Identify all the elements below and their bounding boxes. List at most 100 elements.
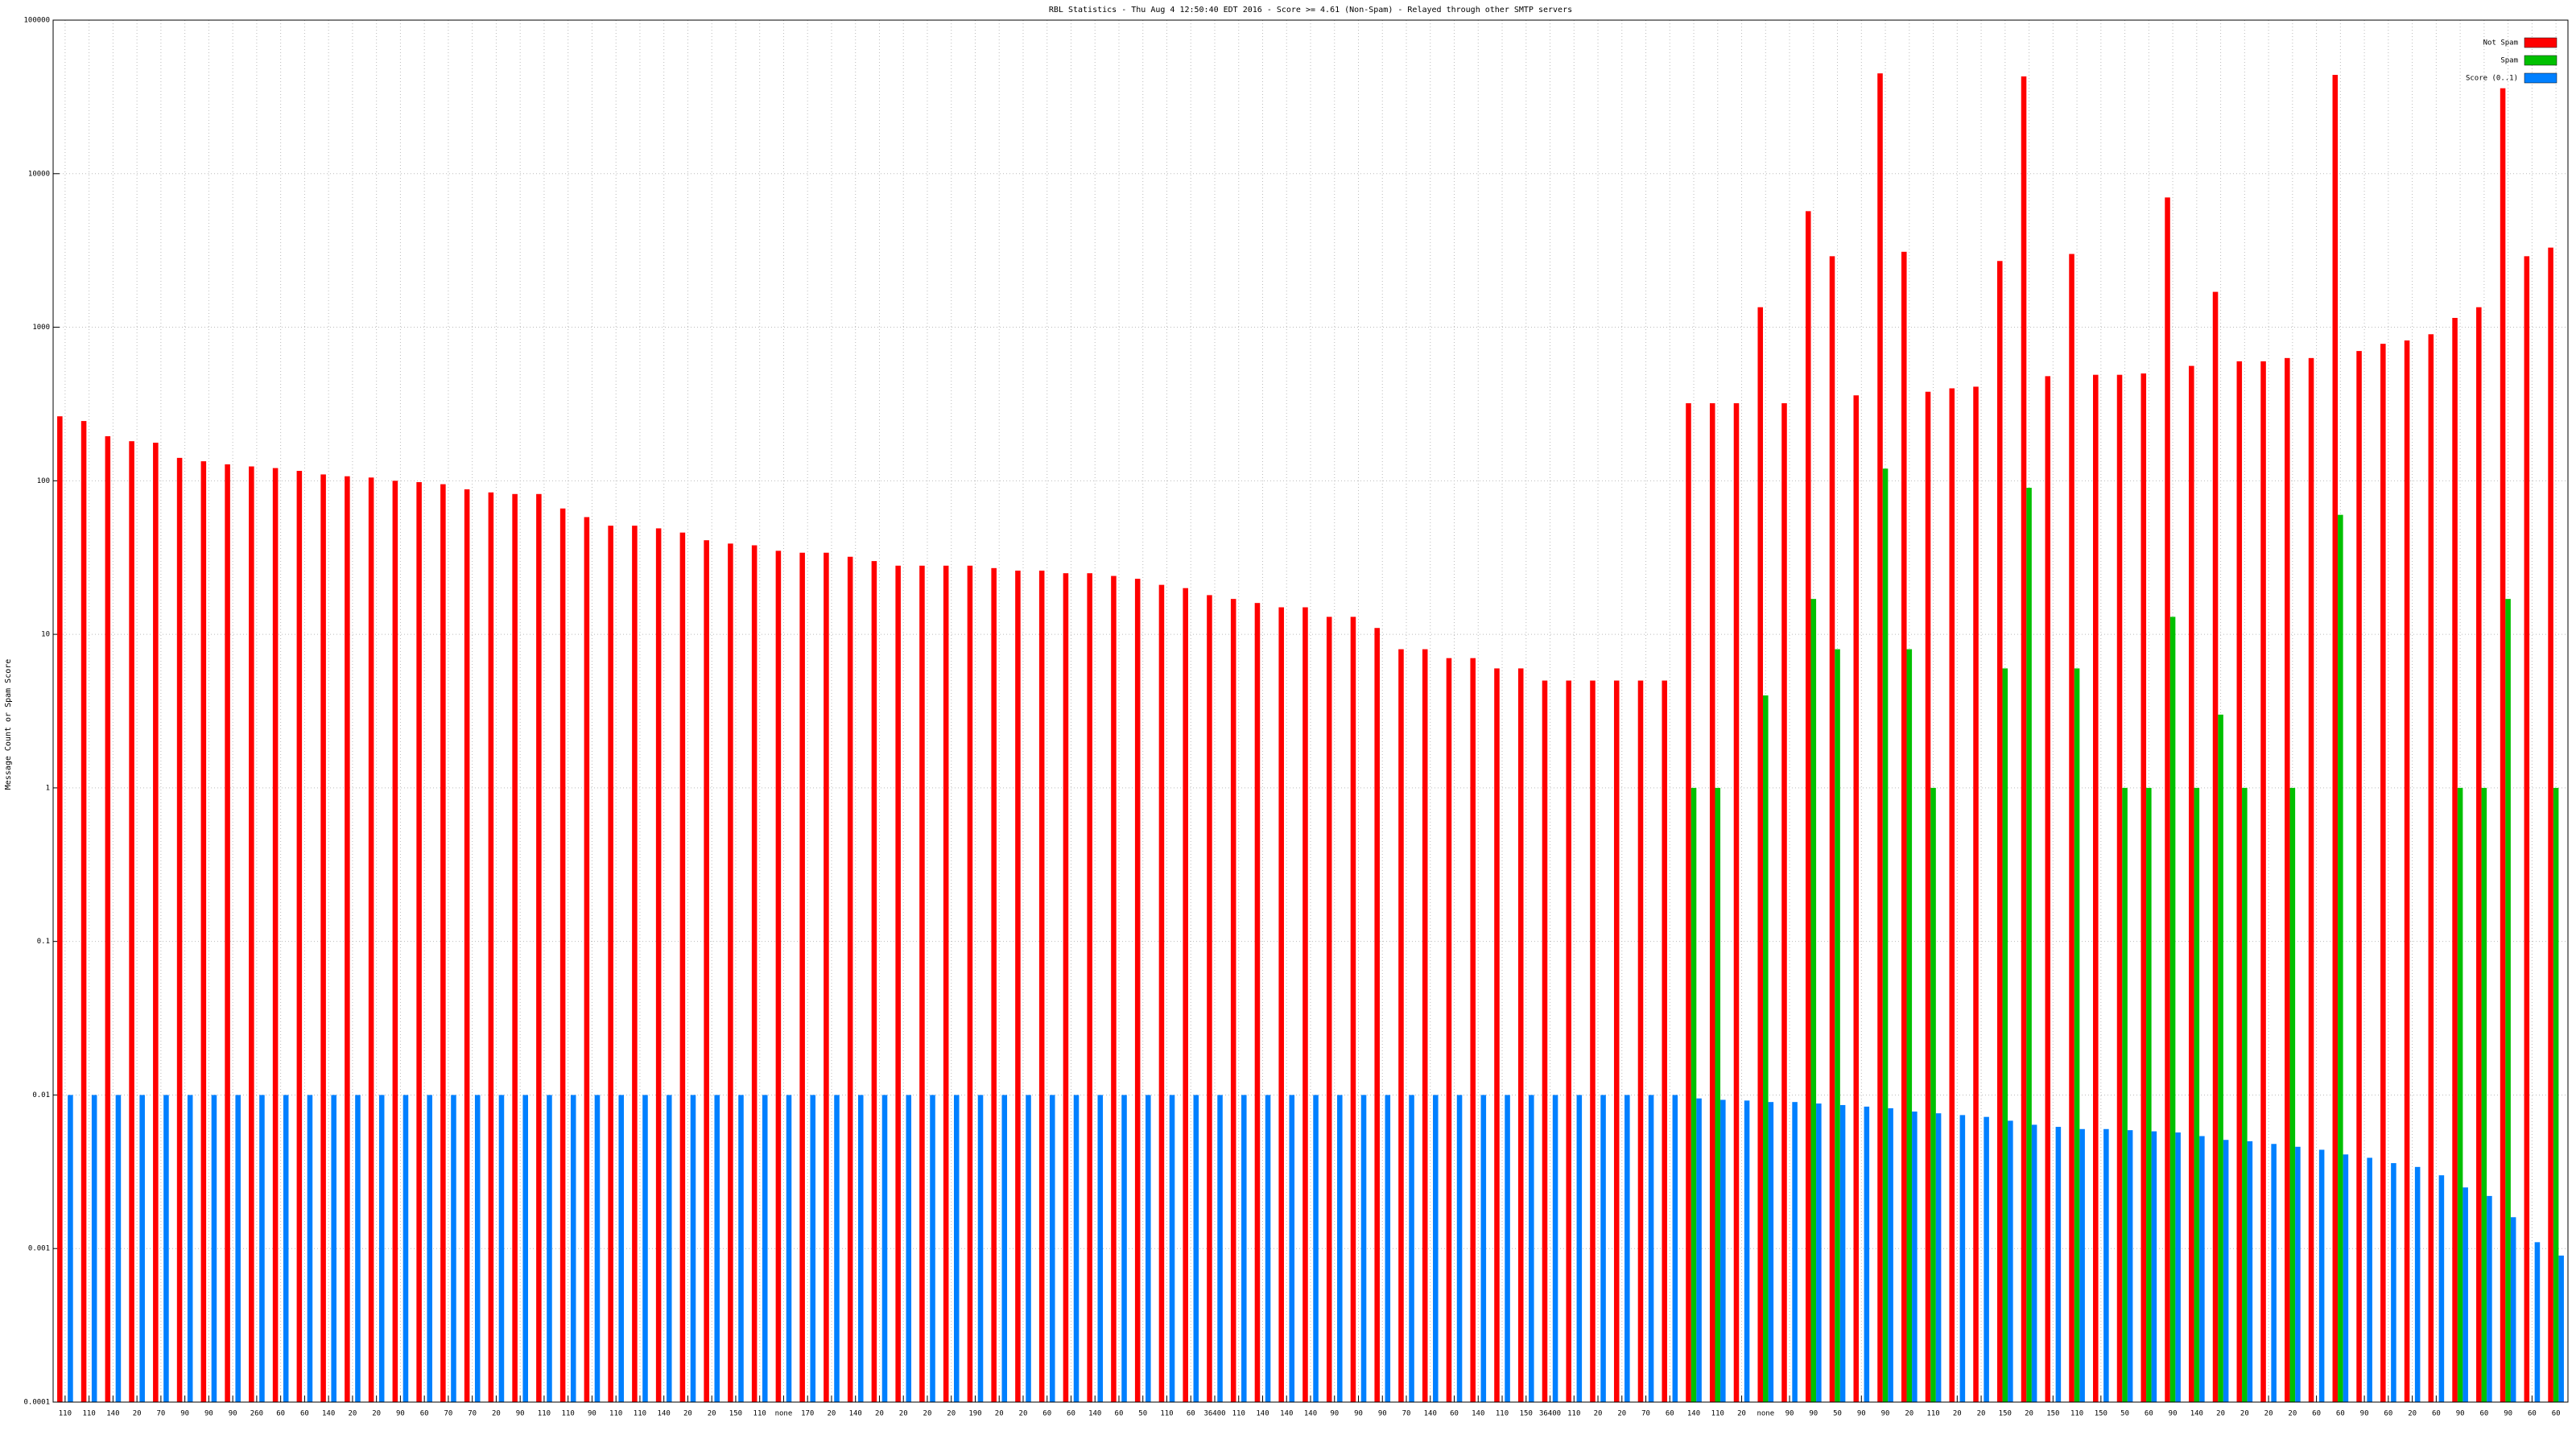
x-tick-label: 90 [1881, 1410, 1890, 1418]
bar [1792, 1102, 1798, 1402]
bar [2151, 1131, 2157, 1402]
bar [2548, 247, 2553, 1402]
bar [1158, 584, 1165, 1402]
bar [2026, 488, 2032, 1402]
bar [2074, 668, 2080, 1402]
x-tick-label: 90 [516, 1410, 525, 1418]
x-tick-label: 140 [1304, 1410, 1317, 1418]
bar [1935, 1113, 1942, 1402]
bar [2069, 254, 2074, 1402]
bar [1805, 211, 1811, 1402]
bar [584, 517, 590, 1402]
bar [187, 1095, 193, 1402]
x-tick-label: 90 [2504, 1410, 2512, 1418]
bar [1326, 617, 1332, 1402]
x-tick-label: 20 [2288, 1410, 2297, 1418]
bar [632, 526, 638, 1402]
x-tick-label: 90 [2360, 1410, 2369, 1418]
x-tick-label: 50 [1833, 1410, 1842, 1418]
bar [272, 468, 279, 1402]
bar [115, 1095, 122, 1402]
bar [283, 1095, 289, 1402]
bar [1613, 680, 1620, 1402]
y-tick-label: 0.001 [28, 1245, 50, 1253]
bar [953, 1095, 960, 1402]
bar [1906, 649, 1913, 1402]
legend-label: Spam [2500, 57, 2518, 65]
x-tick-label: none [775, 1410, 793, 1418]
bar [1073, 1095, 1080, 1402]
bar [2318, 1149, 2325, 1402]
bar [1959, 1115, 1966, 1402]
x-tick-label: 150 [2095, 1410, 2107, 1418]
x-tick-label: 20 [1019, 1410, 1028, 1418]
bar [1672, 1095, 1678, 1402]
x-tick-label: 170 [801, 1410, 814, 1418]
x-tick-label: 60 [1187, 1410, 1195, 1418]
bar [320, 474, 326, 1402]
bar [824, 552, 829, 1402]
bar [2332, 75, 2339, 1402]
x-tick-label: 140 [2190, 1410, 2203, 1418]
bar [1278, 607, 1284, 1402]
y-tick-label: 0.1 [37, 938, 50, 946]
bar [1385, 1095, 1391, 1402]
bar [2260, 361, 2266, 1402]
chart-title: RBL Statistics - Thu Aug 4 12:50:40 EDT … [1049, 6, 1572, 14]
bar [847, 556, 853, 1402]
bar [249, 466, 254, 1403]
bar [1901, 251, 1907, 1402]
plot-frame [52, 19, 2569, 1403]
bar [129, 441, 134, 1402]
bar [2189, 365, 2194, 1402]
bar [1839, 1104, 1846, 1402]
bar [1949, 388, 1955, 1403]
bar [1026, 1095, 1031, 1402]
x-tick-label: 20 [2216, 1410, 2225, 1418]
bar [977, 1095, 984, 1402]
bar [392, 481, 398, 1403]
bar [2140, 373, 2147, 1403]
bar [2175, 1132, 2181, 1402]
x-tick-label: 110 [1232, 1410, 1245, 1418]
bar [799, 552, 805, 1402]
x-tick-label: 20 [828, 1410, 836, 1418]
bar [690, 1095, 696, 1402]
bar [1733, 402, 1740, 1403]
x-tick-label: 20 [923, 1410, 932, 1418]
bar [1446, 658, 1452, 1402]
bar [1111, 575, 1117, 1403]
bar [153, 443, 159, 1402]
bar [1973, 386, 1979, 1403]
bar [1422, 649, 1428, 1402]
bar [2295, 1146, 2301, 1402]
bar [1470, 658, 1476, 1402]
bar [2457, 787, 2463, 1402]
bar [1637, 680, 1644, 1402]
bar [2289, 787, 2296, 1402]
bar [594, 1095, 601, 1402]
x-tick-label: 110 [1711, 1410, 1724, 1418]
bar [1337, 1095, 1343, 1402]
bar [1134, 579, 1141, 1402]
bar [871, 561, 877, 1403]
x-tick-label: 60 [276, 1410, 285, 1418]
bar [522, 1095, 528, 1402]
bar [2194, 787, 2200, 1402]
x-tick-label: 110 [634, 1410, 646, 1418]
bar [1781, 402, 1787, 1403]
bar [2021, 76, 2027, 1403]
x-tick-label: 60 [2552, 1410, 2561, 1418]
bar [1600, 1095, 1606, 1402]
bar [139, 1095, 145, 1402]
bar [1997, 261, 2003, 1402]
bar [2122, 787, 2128, 1402]
x-tick-label: 90 [204, 1410, 213, 1418]
bar [1696, 1098, 1702, 1402]
bar [1763, 695, 1769, 1402]
bar [427, 1095, 432, 1402]
legend-label: Not Spam [2483, 39, 2518, 47]
x-tick-label: 150 [1520, 1410, 1533, 1418]
bar [2510, 1217, 2516, 1402]
